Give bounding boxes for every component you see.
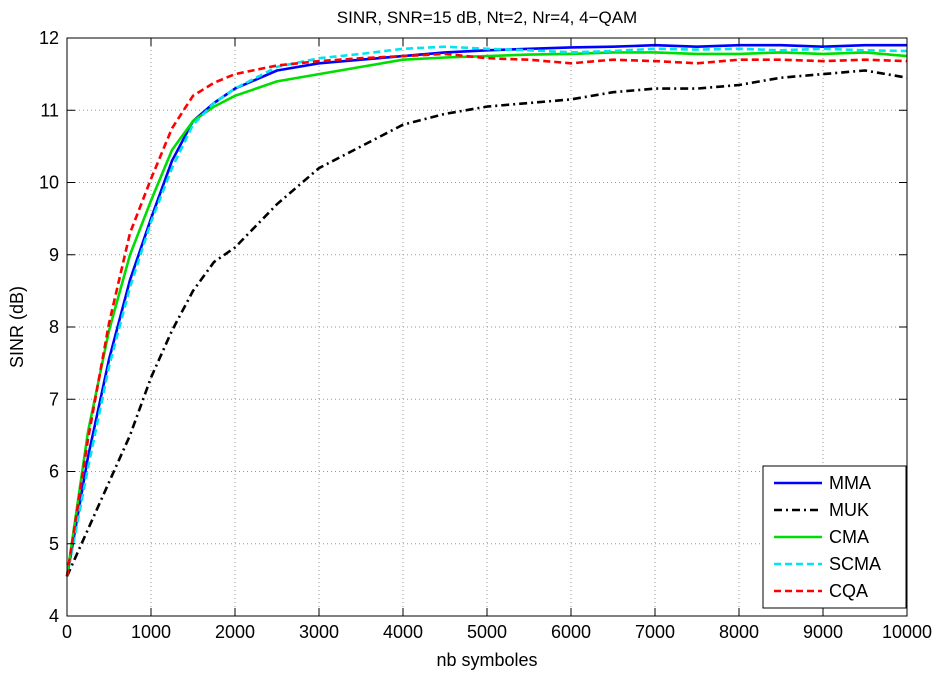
y-tick-label: 8: [49, 317, 59, 337]
y-tick-label: 7: [49, 389, 59, 409]
legend-label-scma: SCMA: [829, 554, 881, 574]
x-tick-label: 8000: [719, 622, 759, 642]
x-tick-label: 4000: [383, 622, 423, 642]
y-tick-label: 5: [49, 534, 59, 554]
legend-label-muk: MUK: [829, 500, 869, 520]
legend: MMA MUK CMA SCMA CQA: [762, 465, 907, 609]
series-line-cqa: [65, 52, 908, 577]
x-tick-label: 7000: [635, 622, 675, 642]
x-tick-label: 1000: [131, 622, 171, 642]
y-tick-label: 12: [39, 28, 59, 48]
chart-title: SINR, SNR=15 dB, Nt=2, Nr=4, 4−QAM: [337, 8, 637, 27]
x-tick-label: 9000: [803, 622, 843, 642]
y-tick-label: 4: [49, 606, 59, 626]
x-tick-label: 6000: [551, 622, 591, 642]
legend-label-cma: CMA: [829, 527, 869, 547]
x-tick-label: 2000: [215, 622, 255, 642]
y-axis-label: SINR (dB): [7, 286, 27, 368]
ticks: 0 1000 2000 3000 4000 5000 6000 7000 8000 9000 100…: [39, 28, 932, 642]
y-tick-label: 11: [40, 100, 59, 120]
x-tick-label: 3000: [299, 622, 339, 642]
series-line-cma: [65, 51, 908, 577]
legend-label-mma: MMA: [829, 473, 871, 493]
y-tick-label: 10: [39, 173, 59, 193]
x-tick-label: 0: [62, 622, 72, 642]
x-tick-label: 10000: [882, 622, 932, 642]
x-axis-label: nb symboles: [436, 650, 537, 670]
series-line-muk: [65, 69, 908, 577]
legend-label-cqa: CQA: [829, 581, 868, 601]
series-line-scma: [65, 45, 908, 577]
y-tick-label: 9: [49, 245, 59, 265]
grid: [67, 38, 907, 616]
x-tick-label: 5000: [467, 622, 507, 642]
y-tick-label: 6: [49, 462, 59, 482]
